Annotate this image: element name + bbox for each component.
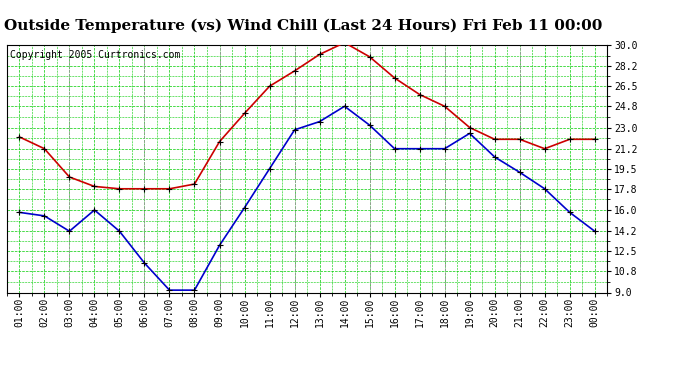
Text: Copyright 2005 Curtronics.com: Copyright 2005 Curtronics.com <box>10 50 180 60</box>
Text: Outside Temperature (vs) Wind Chill (Last 24 Hours) Fri Feb 11 00:00: Outside Temperature (vs) Wind Chill (Las… <box>4 19 603 33</box>
